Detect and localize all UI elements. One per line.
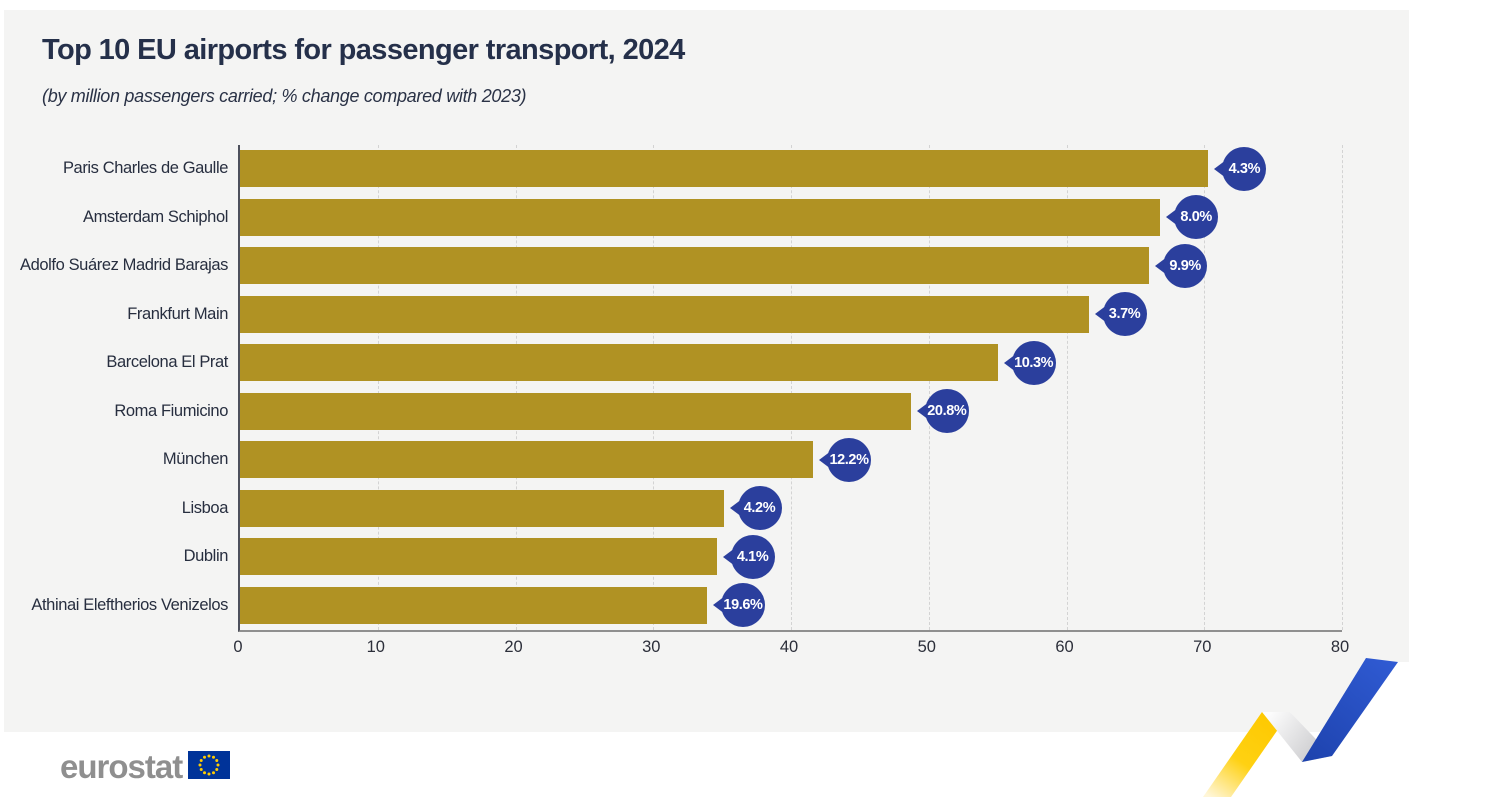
pct-change-badge: 12.2% (819, 437, 879, 482)
category-label: Frankfurt Main (127, 304, 228, 323)
category-labels: Paris Charles de Gaulle Amsterdam Schipho… (0, 145, 228, 630)
x-tick-label-0: 0 (233, 638, 243, 656)
x-tick-label-50: 50 (917, 638, 936, 656)
bar-lisboa (240, 489, 724, 527)
gridline-50 (928, 145, 930, 630)
pct-change-badge: 4.1% (722, 534, 783, 579)
x-tick-label-60: 60 (1055, 638, 1074, 656)
bar-barcelona-el-prat (240, 344, 998, 381)
category-label: Athinai Eleftherios Venizelos (31, 595, 228, 614)
x-tick-label-70: 70 (1193, 638, 1212, 656)
x-tick-label-20: 20 (504, 638, 523, 656)
pct-change-badge: 19.6% (712, 583, 773, 627)
pct-change-value: 4.2% (737, 486, 782, 530)
gridline-20 (515, 145, 517, 630)
eurostat-logo: eurostat (60, 748, 231, 786)
pct-change-value: 20.8% (924, 389, 969, 433)
category-label: Roma Fiumicino (114, 401, 228, 420)
ribbon-yellow-stripe (1203, 712, 1290, 797)
trend-arrow-ribbon-graphic (1180, 650, 1488, 797)
gridline-30 (653, 145, 655, 630)
pct-change-value: 8.0% (1174, 195, 1219, 239)
pct-change-badge: 3.7% (1094, 292, 1155, 336)
bar-paris-charles-de-gaulle (240, 150, 1209, 187)
x-tick-label-30: 30 (642, 638, 661, 656)
pct-change-value: 3.7% (1102, 292, 1147, 336)
x-tick-label-40: 40 (779, 638, 799, 656)
bar-amsterdam-schiphol (240, 198, 1161, 236)
pct-change-badge: 10.3% (1003, 340, 1064, 385)
gridline-80 (1342, 145, 1343, 630)
x-tick-label-80: 80 (1330, 638, 1350, 656)
gridline-60 (1066, 145, 1068, 630)
eu-flag-stars (198, 754, 220, 775)
pct-change-value: 12.2% (827, 437, 872, 482)
pct-change-value: 4.1% (730, 534, 775, 579)
eurostat-wordmark: eurostat (60, 748, 183, 785)
eu-flag-icon (188, 750, 231, 784)
bar-athinai-eleftherios-venizelos (240, 586, 707, 624)
category-label: Amsterdam Schiphol (82, 207, 228, 226)
gridline-10 (377, 145, 379, 630)
category-label: Adolfo Suárez Madrid Barajas (20, 256, 228, 274)
bar-roma-fiumicino (240, 392, 911, 430)
gridline-70 (1204, 145, 1206, 630)
x-axis-ticks: 0 10 20 30 40 50 60 70 80 (233, 638, 1349, 662)
bar-adolfo-su-rez-madrid-barajas (240, 247, 1150, 284)
plot-area: 4.3% 8.0% 9.9% 3.7% 10.3% 20.8% 12.2% 4.2% 4.1% 1… (238, 145, 1343, 632)
category-label: Paris Charles de Gaulle (62, 159, 228, 177)
pct-change-badge: 8.0% (1166, 195, 1226, 239)
category-label: Barcelona El Prat (106, 353, 228, 371)
pct-change-value: 9.9% (1163, 243, 1208, 288)
pct-change-value: 19.6% (720, 583, 765, 627)
x-tick-label-10: 10 (366, 638, 385, 656)
category-label: Lisboa (181, 498, 229, 517)
chart-subtitle: (by million passengers carried; % change… (42, 86, 527, 106)
pct-change-badge: 20.8% (916, 389, 977, 433)
pct-change-value: 10.3% (1011, 340, 1056, 385)
pct-change-badge: 4.2% (729, 486, 790, 530)
category-label: München (162, 450, 228, 468)
ribbon-blue-stripe (1302, 658, 1398, 762)
pct-change-value: 4.3% (1222, 146, 1267, 191)
bar-frankfurt-main (240, 295, 1089, 333)
bar-m-nchen (240, 441, 814, 478)
card-corner-cutout (1231, 662, 1488, 797)
category-label: Dublin (183, 547, 229, 565)
gridline-40 (791, 145, 792, 630)
pct-change-badge: 4.3% (1214, 146, 1274, 191)
bar-dublin (240, 538, 717, 575)
pct-change-badge: 9.9% (1155, 243, 1215, 288)
chart-title: Top 10 EU airports for passenger transpo… (42, 34, 685, 66)
